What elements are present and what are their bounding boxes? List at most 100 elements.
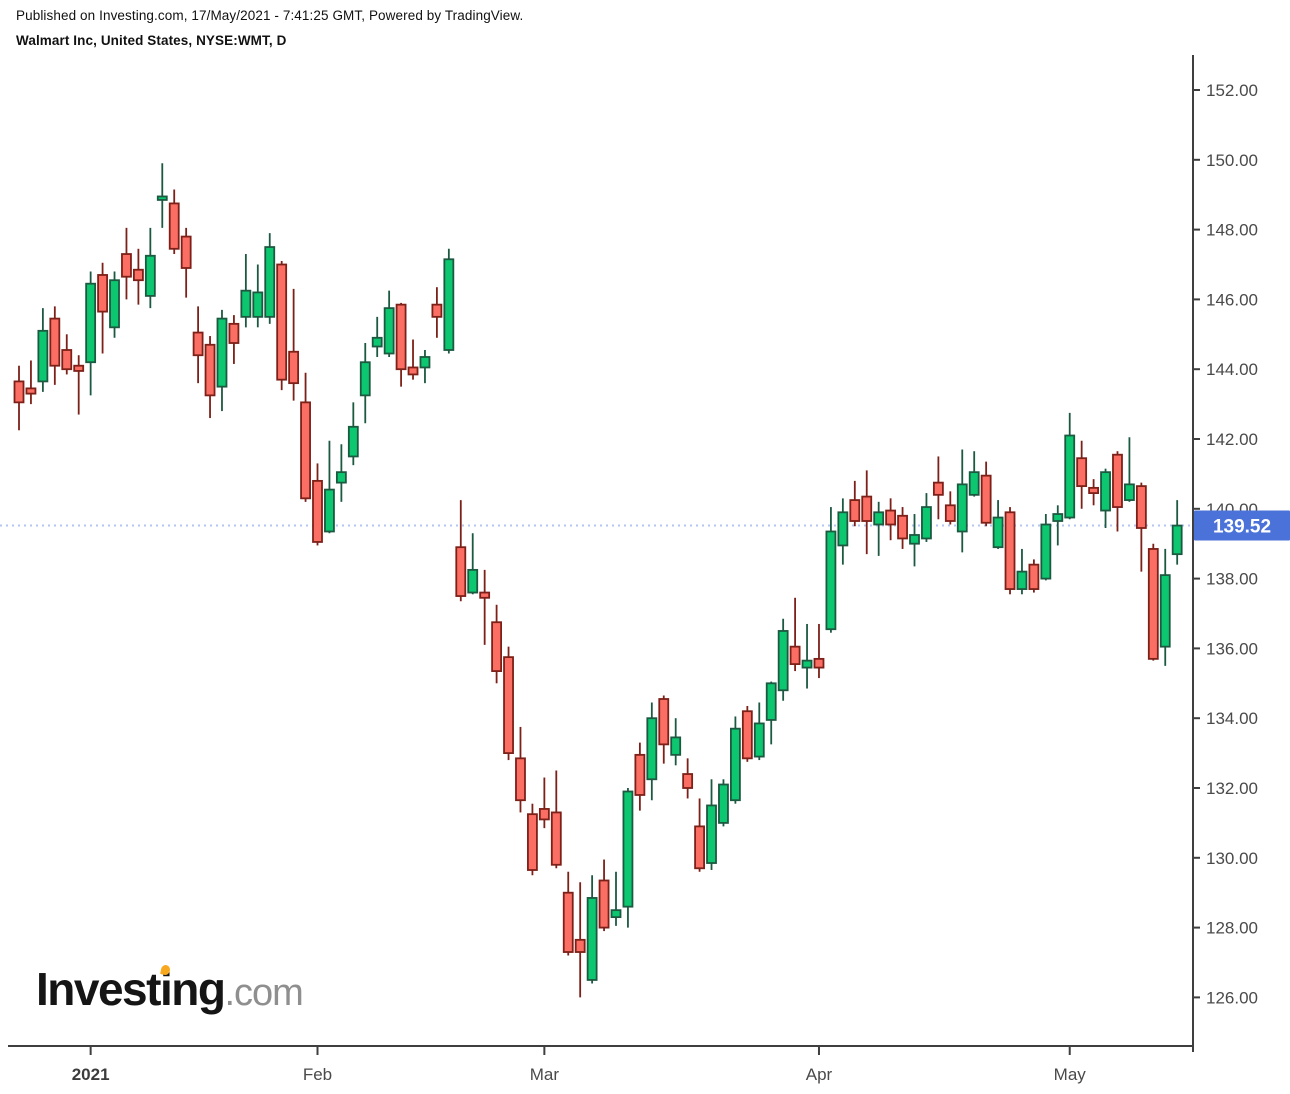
candle: [431, 287, 443, 338]
candle-body-2020-12-24: [25, 387, 37, 395]
candle-body-2021-02-17: [443, 258, 455, 351]
candle: [419, 350, 431, 384]
time-tick-label: Feb: [303, 1065, 332, 1084]
candle-body-2021-02-09: [383, 307, 395, 355]
candle: [276, 261, 288, 391]
candle: [1004, 507, 1016, 595]
candle: [395, 302, 407, 387]
price-tick-label: 134.00: [1206, 709, 1258, 728]
candle-body-2021-04-23: [992, 516, 1004, 549]
candle: [1159, 548, 1171, 666]
candle-body-2021-04-16: [932, 481, 944, 496]
last-price-label: 139.52: [1213, 517, 1271, 538]
candle: [324, 440, 335, 534]
candle-body-2021-05-07: [1112, 453, 1123, 508]
candle-body-2021-05-11: [1135, 485, 1147, 529]
candle-body-2021-02-11: [407, 366, 419, 376]
candle-body-2021-04-19: [944, 504, 956, 522]
candle-body-2021-01-14: [180, 235, 192, 269]
candle: [1076, 440, 1088, 509]
candle-body-2021-01-05: [97, 274, 108, 313]
candle: [1112, 451, 1123, 532]
candle-body-2021-03-30: [789, 645, 801, 666]
candle: [980, 461, 992, 527]
candle: [73, 355, 85, 415]
candle-body-2021-03-25: [753, 722, 765, 758]
candle: [574, 882, 586, 998]
candle: [622, 788, 634, 928]
price-tick-label: 130.00: [1206, 849, 1258, 868]
candle-body-2020-12-29: [49, 317, 61, 367]
candle-body-2021-04-27: [1016, 570, 1028, 590]
candle: [837, 498, 849, 565]
price-tick-label: 142.00: [1206, 430, 1258, 449]
candle: [156, 163, 168, 228]
candle: [25, 360, 37, 405]
candle-body-2021-04-08: [861, 495, 873, 522]
candle: [335, 444, 347, 502]
candle: [634, 742, 646, 811]
candle: [646, 702, 658, 801]
candle-body-2020-12-28: [37, 329, 49, 383]
candle-body-2021-01-08: [132, 268, 144, 282]
candle: [109, 271, 120, 338]
candle: [694, 798, 705, 872]
candle-body-2021-04-20: [956, 483, 968, 533]
candle: [550, 770, 562, 869]
candle-body-2021-03-12: [646, 717, 658, 781]
candle-body-2021-03-23: [730, 727, 741, 802]
candle: [467, 533, 479, 595]
candle-body-2021-02-22: [479, 591, 491, 599]
candle: [479, 569, 491, 645]
candle: [562, 871, 574, 956]
candle: [216, 309, 228, 412]
candle-body-2021-01-15: [192, 331, 204, 357]
candle-body-2021-03-15: [658, 698, 670, 746]
candle: [204, 336, 216, 419]
candle-body-2021-02-12: [419, 356, 431, 369]
candle: [1135, 482, 1147, 572]
candle: [765, 681, 777, 745]
candle: [97, 262, 108, 354]
candle-body-2021-03-22: [718, 783, 729, 824]
candle: [909, 514, 920, 567]
candle-body-2021-04-30: [1052, 513, 1064, 522]
candle-body-2021-02-26: [527, 813, 538, 871]
candle-body-2020-12-31: [73, 364, 85, 372]
candle: [813, 623, 825, 679]
candle-body-2021-03-29: [777, 630, 789, 692]
candle: [359, 343, 371, 424]
candle-body-2021-02-02: [324, 488, 335, 533]
investing-com-logo: Investing.com: [36, 962, 304, 1016]
candle-body-2021-02-04: [347, 425, 359, 458]
candle-body-2021-05-14: [1171, 524, 1183, 556]
candle: [730, 716, 741, 804]
candle: [49, 306, 61, 385]
candle: [61, 334, 73, 375]
candle-body-2021-02-23: [491, 621, 503, 672]
candle: [85, 271, 97, 396]
price-tick-label: 128.00: [1206, 919, 1258, 938]
candle: [1171, 500, 1183, 565]
candle: [121, 227, 132, 300]
candle: [873, 501, 885, 556]
candle-body-2021-04-21: [968, 471, 980, 496]
candle: [753, 702, 765, 761]
candle: [1040, 514, 1052, 581]
candle: [682, 758, 694, 799]
price-tick-label: 144.00: [1206, 360, 1258, 379]
price-tick-label: 152.00: [1206, 81, 1258, 100]
candle-body-2021-02-03: [335, 471, 347, 484]
candle-body-2021-03-03: [562, 891, 574, 953]
candle: [598, 859, 610, 932]
candle-body-2021-01-07: [121, 253, 132, 278]
candle-body-2021-01-12: [156, 195, 168, 201]
candle-body-2021-02-19: [467, 568, 479, 594]
candle: [885, 498, 897, 541]
candle-body-2021-02-16: [431, 303, 443, 318]
candle-body-2021-05-03: [1064, 434, 1076, 519]
price-tick-label: 146.00: [1206, 290, 1258, 309]
candle-body-2021-03-24: [741, 710, 753, 760]
candle: [407, 339, 419, 380]
